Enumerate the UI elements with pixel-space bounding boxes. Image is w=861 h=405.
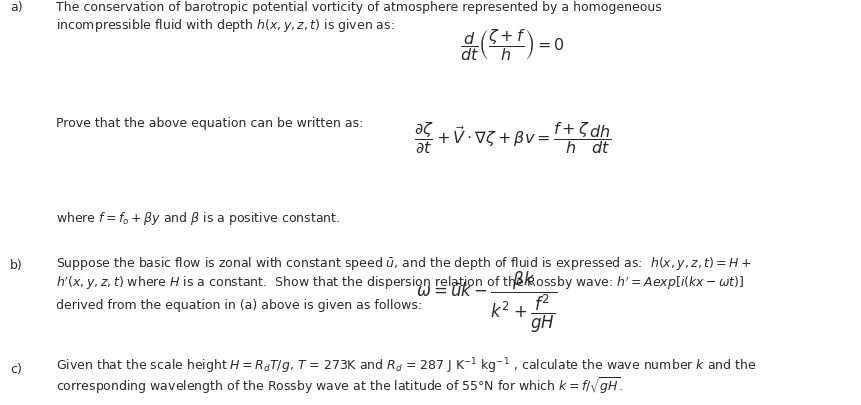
Text: $\dfrac{\partial \zeta}{\partial t} + \vec{V} \cdot \nabla\zeta + \beta v = \dfr: $\dfrac{\partial \zeta}{\partial t} + \v…: [413, 121, 611, 156]
Text: c): c): [10, 362, 22, 375]
Text: $\dfrac{d}{dt}\left(\dfrac{\zeta + f}{h}\right) = 0$: $\dfrac{d}{dt}\left(\dfrac{\zeta + f}{h}…: [460, 27, 565, 63]
Text: derived from the equation in (a) above is given as follows:: derived from the equation in (a) above i…: [56, 298, 422, 311]
Text: $h'(x,y,z,t)$ where $H$ is a constant.  Show that the dispersion relation of the: $h'(x,y,z,t)$ where $H$ is a constant. S…: [56, 274, 745, 291]
Text: a): a): [10, 1, 23, 14]
Text: incompressible fluid with depth $h(x,y,z,t)$ is given as:: incompressible fluid with depth $h(x,y,z…: [56, 17, 395, 34]
Text: Prove that the above equation can be written as:: Prove that the above equation can be wri…: [56, 117, 363, 130]
Text: The conservation of barotropic potential vorticity of atmosphere represented by : The conservation of barotropic potential…: [56, 1, 662, 14]
Text: where $f = f_o + \beta y$ and $\beta$ is a positive constant.: where $f = f_o + \beta y$ and $\beta$ is…: [56, 210, 340, 227]
Text: $\omega = \bar{u}k - \dfrac{\beta k}{k^2 + \dfrac{f^2}{gH}}$: $\omega = \bar{u}k - \dfrac{\beta k}{k^2…: [416, 269, 557, 334]
Text: Given that the scale height $H = R_d T / g$, $T$ = 273K and $R_d$ = 287 J K$^{-1: Given that the scale height $H = R_d T /…: [56, 356, 757, 375]
Text: b): b): [10, 258, 23, 271]
Text: Suppose the basic flow is zonal with constant speed $\bar{u}$, and the depth of : Suppose the basic flow is zonal with con…: [56, 254, 752, 271]
Text: corresponding wavelength of the Rossby wave at the latitude of 55°N for which $k: corresponding wavelength of the Rossby w…: [56, 375, 623, 395]
